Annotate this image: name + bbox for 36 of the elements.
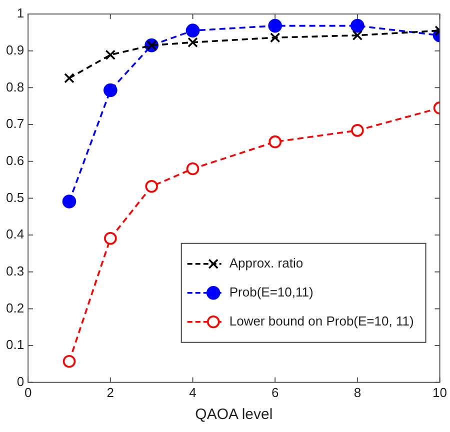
point — [62, 194, 76, 208]
legend-label: Prob(E=10,11) — [229, 284, 314, 300]
point — [270, 32, 280, 43]
y-tick-label: 0.4 — [6, 226, 24, 242]
point — [64, 72, 74, 84]
x-tick-label: 2 — [106, 384, 114, 400]
point — [352, 30, 363, 41]
x-axis-title: QAOA level — [195, 406, 273, 424]
y-tick-label: 0.3 — [6, 263, 24, 278]
y-tick-label: 0 — [16, 374, 24, 389]
y-tick-label: 1 — [16, 6, 24, 21]
y-tick-label: 0.8 — [6, 79, 24, 94]
point — [268, 18, 282, 33]
y-tick-label: 0.5 — [6, 190, 24, 205]
point — [145, 180, 158, 193]
point — [186, 162, 200, 176]
x-tick-label: 6 — [271, 384, 279, 400]
x-tick-label: 10 — [432, 384, 448, 400]
y-tick-label: 0.1 — [6, 337, 24, 352]
y-tick-label: 0.2 — [6, 300, 24, 316]
y-tick-label: 0.6 — [6, 152, 24, 168]
point — [268, 135, 282, 148]
point — [350, 18, 364, 33]
point — [104, 83, 118, 98]
point — [105, 50, 116, 60]
x-tick-label: 4 — [189, 384, 196, 400]
point — [62, 355, 76, 368]
legend-label: Lower bound on Prob(E=10, 11) — [229, 313, 414, 328]
point — [351, 124, 364, 137]
y-tick-label: 0.9 — [6, 42, 24, 58]
point — [186, 24, 200, 38]
x-tick-label: 8 — [354, 384, 362, 400]
point — [188, 37, 198, 48]
legend-label: Approx. ratio — [229, 255, 304, 270]
point — [104, 232, 117, 245]
y-tick-label: 0.7 — [6, 116, 24, 132]
